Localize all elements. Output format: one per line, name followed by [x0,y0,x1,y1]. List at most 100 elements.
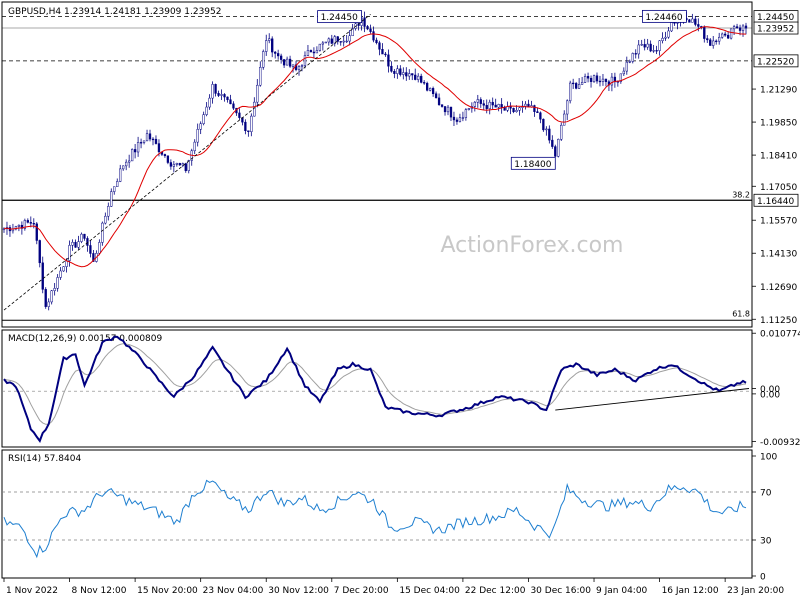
candle-body [366,26,369,30]
candle-body [297,66,301,70]
candle-body [580,82,584,85]
candle-body [128,160,131,163]
candle-body [479,99,482,104]
candle-body [574,83,578,89]
candle-body [122,165,125,170]
candle-body [62,266,65,272]
candle-body [610,76,614,86]
candle-body [437,97,441,105]
candle-body [592,75,596,82]
candle-body [414,74,417,80]
candle-body [330,38,333,44]
price-axis: 1.21290 1.19850 1.18410 1.17050 1.15570 1.141… [752,86,797,326]
price-panel: GBPUSD,H4 1.23914 1.24181 1.23909 1.2395… [1,1,799,328]
price-tick-label: 1.19850 [760,119,797,129]
candle-body [449,106,453,118]
candle-body [741,25,745,31]
candle-body [396,68,399,74]
candle-body [80,233,83,242]
candle-body [256,84,259,103]
macd-line [3,335,747,443]
candle-body [38,240,41,264]
candle-body [274,51,277,54]
x-tick-label: 23 Jan 20:00 [727,586,784,596]
x-axis: 1 Nov 2022 8 Nov 12:00 15 Nov 20:00 23 Nov … [3,578,784,596]
candle-body [306,50,310,56]
candle-body [324,41,327,44]
candle-body [223,94,226,98]
candle-body [154,138,158,144]
candle-body [101,222,104,243]
candle-body [557,139,560,157]
macd-tick-label: -0.009328 [760,438,800,448]
x-tick-label: 1 Nov 2022 [6,586,58,596]
candle-body [259,67,262,86]
macd-panel: MACD(12,26,9) 0.00157 0.000809 0.0107740… [1,329,800,448]
candle-body [282,59,286,66]
candle-body [408,73,411,77]
candle-body [29,222,32,224]
candle-body [640,44,643,46]
candle-body [321,42,325,45]
candle-body [628,61,631,63]
candle-body [351,28,354,37]
candle-body [709,39,712,46]
candle-body [238,112,241,118]
candle-body [178,163,181,166]
price-tick-label: 1.11250 [760,316,797,326]
candle-body [598,80,602,83]
candle-body [577,84,581,89]
candle-body [125,161,128,167]
annotation-label: 1.24460 [645,13,682,23]
candle-body [89,245,92,254]
fib-label: 61.8 [732,309,750,318]
candle-body [23,220,27,229]
x-tick-label: 15 Nov 20:00 [137,586,198,596]
macd-axis: 0.010774 0.000.00 -0.009328 [752,330,800,448]
candle-body [425,82,429,91]
candle-body [539,112,542,120]
candle-body [139,142,143,144]
candle-body [136,142,140,153]
candle-body [384,53,387,56]
candle-body [372,31,375,41]
candle-body [688,19,691,23]
candle-body [542,118,545,131]
candle-body [518,107,521,111]
candle-body [44,289,47,307]
candle-body [694,18,697,25]
candle-body [92,253,95,262]
level-label-box [753,54,799,68]
fib-label: 38.2 [732,190,750,199]
candle-body [71,242,74,246]
candle-body [220,94,223,96]
candle-body [74,242,77,248]
candle-body [378,42,381,50]
candle-body [145,133,149,142]
candle-body [625,61,628,72]
candles [2,11,748,311]
x-tick-label: 7 Dec 20:00 [334,586,389,596]
candle-body [184,163,187,171]
candle-body [181,163,184,166]
candle-body [130,149,134,162]
rsi-tick-label: 100 [760,453,777,463]
candle-body [637,44,640,55]
candle-body [723,33,727,36]
candle-body [47,301,50,307]
candle-body [59,270,62,278]
candle-body [56,277,59,289]
candle-body [446,106,450,113]
candle-body [551,139,554,147]
candle-body [697,24,700,27]
macd-tick-label: 0.00 [760,385,780,395]
rsi-tick-label: 30 [760,537,772,547]
macd-tick-label: 0.010774 [760,330,800,340]
rsi-tick-label: 70 [760,489,772,499]
candle-body [718,36,721,42]
candle-body [363,17,366,27]
candle-body [110,191,113,207]
candle-body [116,181,119,187]
